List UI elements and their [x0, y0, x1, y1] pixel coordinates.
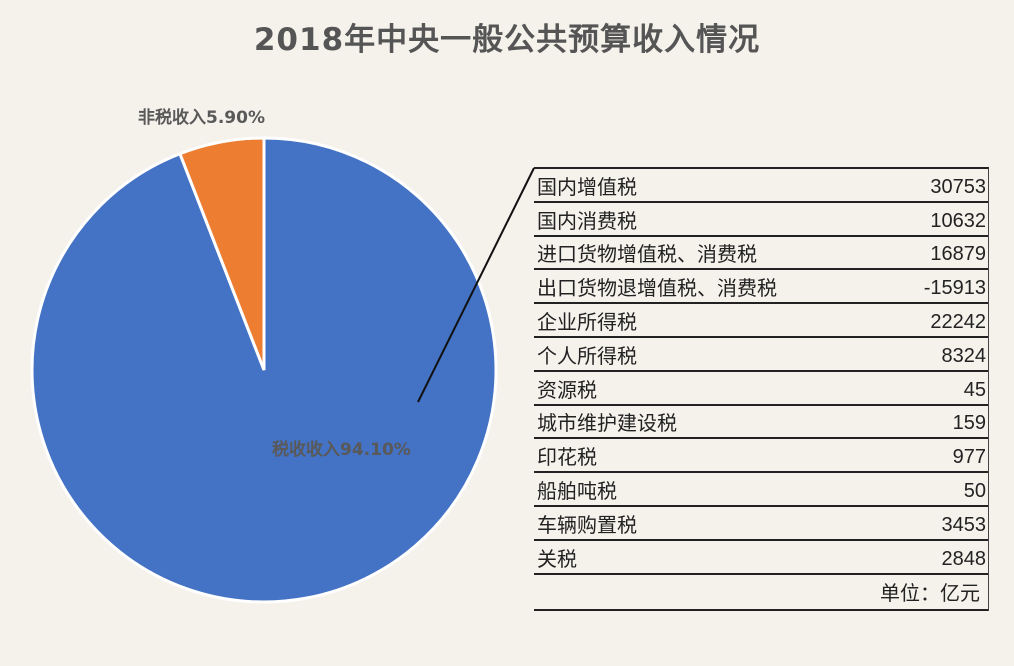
- row-name: 国内消费税: [537, 208, 637, 233]
- row-value: 8324: [941, 344, 987, 367]
- row-value: 50: [963, 479, 986, 502]
- row-value: 2848: [941, 547, 987, 570]
- row-name: 关税: [537, 546, 577, 571]
- leader-line: [417, 167, 535, 403]
- table-row: 进口货物增值税、消费税 16879: [534, 237, 988, 271]
- row-name: 出口货物退增值税、消费税: [537, 276, 777, 301]
- row-name: 企业所得税: [537, 309, 637, 334]
- table-row: 印花税 977: [534, 439, 988, 474]
- table-row: 城市维护建设税 159: [534, 406, 988, 440]
- row-name: 个人所得税: [537, 343, 637, 368]
- row-value: 45: [963, 378, 986, 401]
- table-row: 船舶吨税 50: [534, 473, 988, 507]
- row-value: 10632: [930, 209, 986, 232]
- table-row: 资源税 45: [534, 372, 988, 406]
- table-row: 国内消费税 10632: [534, 203, 988, 237]
- row-value: -15913: [923, 277, 986, 300]
- row-value: 16879: [930, 243, 986, 266]
- row-name: 车辆购置税: [537, 512, 637, 537]
- slice-label-tax: 税收收入94.10%: [272, 439, 411, 460]
- row-value: 977: [952, 446, 986, 469]
- table-row: 个人所得税 8324: [534, 338, 988, 372]
- table-row: 车辆购置税 3453: [534, 507, 988, 541]
- row-name: 进口货物增值税、消费税: [537, 242, 757, 267]
- row-value: 22242: [930, 310, 986, 333]
- slice-label-nontax: 非税收入5.90%: [138, 107, 265, 128]
- table-row: 企业所得税 22242: [534, 304, 988, 338]
- unit-note: 单位：亿元: [534, 575, 988, 611]
- chart-title: 2018年中央一般公共预算收入情况: [253, 22, 761, 58]
- table-row: 国内增值税 30753: [534, 169, 988, 203]
- slice-nontax: [178, 136, 266, 371]
- row-value: 30753: [930, 175, 986, 198]
- row-value: 3453: [941, 513, 987, 536]
- row-value: 159: [952, 412, 986, 435]
- row-name: 城市维护建设税: [537, 411, 677, 436]
- row-name: 资源税: [537, 377, 597, 402]
- row-name: 船舶吨税: [537, 478, 617, 503]
- row-name: 国内增值税: [537, 174, 637, 199]
- row-name: 印花税: [537, 445, 597, 470]
- table-row: 出口货物退增值税、消费税 -15913: [534, 270, 988, 305]
- table-row: 关税 2848: [534, 541, 988, 575]
- tax-breakdown-table: 国内增值税 30753 国内消费税 10632 进口货物增值税、消费税 16879 出…: [534, 167, 989, 611]
